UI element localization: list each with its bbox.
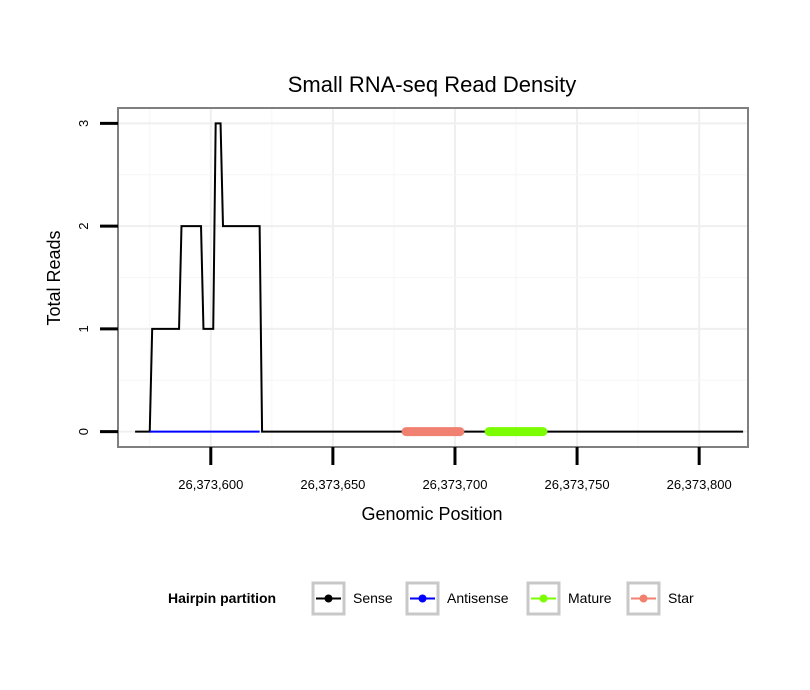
legend-entry-sense: Sense bbox=[311, 581, 393, 616]
x-tick-label: 26,373,750 bbox=[545, 477, 610, 492]
series-sense-line bbox=[135, 122, 744, 433]
y-tick-label: 1 bbox=[76, 325, 91, 332]
legend-label: Mature bbox=[568, 590, 612, 606]
legend-label: Antisense bbox=[447, 590, 509, 606]
y-axis-title: Total Reads bbox=[44, 230, 64, 325]
y-tick-label: 2 bbox=[76, 223, 91, 230]
legend-entry-mature: Mature bbox=[526, 581, 612, 616]
legend-entry-star: Star bbox=[626, 581, 694, 616]
y-tick-label: 3 bbox=[76, 120, 91, 127]
legend-key-dot bbox=[418, 594, 427, 603]
plot-frame bbox=[117, 107, 749, 448]
legend-entries: Sense Antisense Mature Star bbox=[311, 581, 694, 616]
legend-key-dot bbox=[539, 594, 548, 603]
x-tick-label: 26,373,800 bbox=[667, 477, 732, 492]
chart-title: Small RNA-seq Read Density bbox=[288, 72, 577, 97]
legend-label: Star bbox=[668, 590, 694, 606]
legend-key-dot bbox=[639, 594, 648, 603]
legend-key-dot bbox=[324, 594, 333, 603]
x-tick-label: 26,373,650 bbox=[300, 477, 365, 492]
x-axis-title: Genomic Position bbox=[361, 504, 502, 524]
legend: Hairpin partition Sense Antisense Mature St… bbox=[168, 581, 694, 616]
legend-entry-antisense: Antisense bbox=[405, 581, 509, 616]
x-tick-label: 26,373,700 bbox=[422, 477, 487, 492]
y-axis: 0 1 2 3 bbox=[76, 120, 118, 435]
x-axis: 26,373,600 26,373,650 26,373,700 26,373,750… bbox=[178, 447, 732, 492]
y-tick-label: 0 bbox=[76, 428, 91, 435]
legend-title: Hairpin partition bbox=[168, 590, 276, 606]
x-tick-label: 26,373,600 bbox=[178, 477, 243, 492]
series-layer bbox=[135, 122, 744, 437]
legend-label: Sense bbox=[353, 590, 393, 606]
